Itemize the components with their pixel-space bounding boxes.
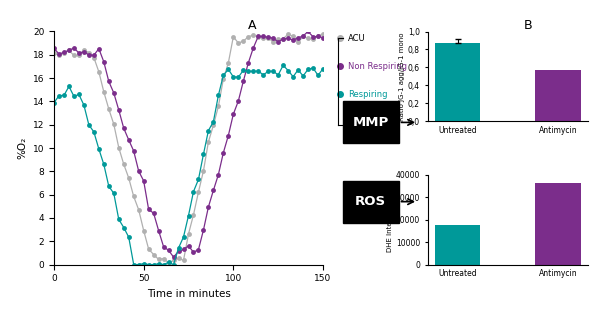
Text: B: B xyxy=(524,19,532,32)
Bar xyxy=(435,43,480,121)
Bar xyxy=(435,225,480,265)
Y-axis label: Ratio JG-1 agg/JG-1 mono: Ratio JG-1 agg/JG-1 mono xyxy=(399,32,405,121)
Y-axis label: DHE Intensity (AU): DHE Intensity (AU) xyxy=(386,187,393,252)
Text: Respiring: Respiring xyxy=(348,90,388,99)
FancyBboxPatch shape xyxy=(343,101,398,143)
Text: ROS: ROS xyxy=(355,195,386,208)
Text: Non Respiring: Non Respiring xyxy=(348,62,407,71)
Bar xyxy=(535,70,581,121)
Text: MMP: MMP xyxy=(353,116,389,129)
Y-axis label: %O₂: %O₂ xyxy=(17,137,27,159)
FancyBboxPatch shape xyxy=(343,181,398,223)
Bar xyxy=(535,183,581,265)
Text: A: A xyxy=(248,19,256,32)
X-axis label: Time in minutes: Time in minutes xyxy=(146,289,230,299)
Text: ACU: ACU xyxy=(348,34,366,43)
